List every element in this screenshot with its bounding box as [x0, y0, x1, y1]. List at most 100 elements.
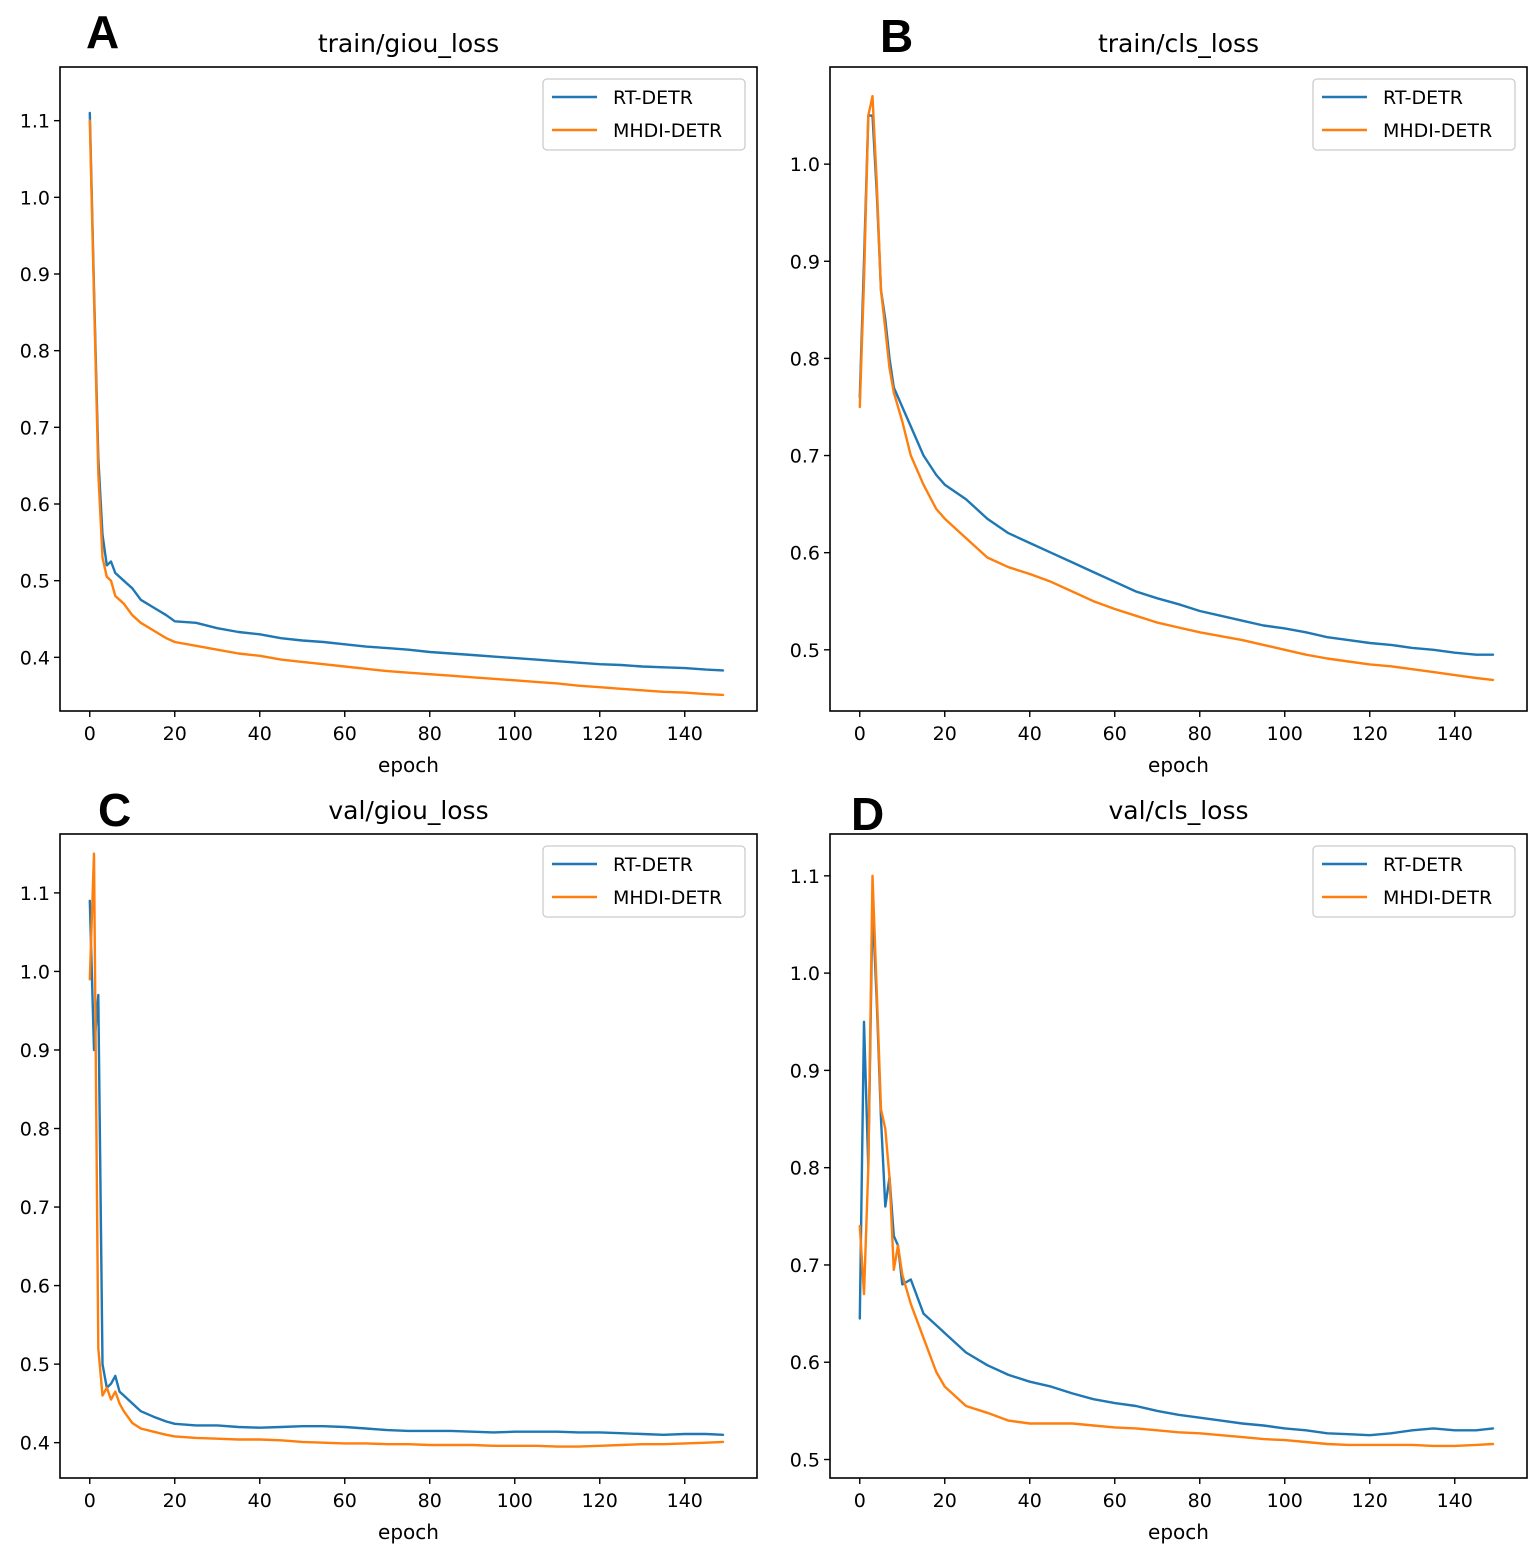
x-tick-label: 20 — [163, 1490, 187, 1512]
x-tick-label: 0 — [84, 723, 96, 745]
y-tick-label: 0.9 — [20, 264, 50, 286]
x-tick-label: 120 — [1352, 723, 1388, 745]
legend-label-mhdi-detr: MHDI-DETR — [613, 120, 722, 142]
x-tick-label: 80 — [1188, 723, 1212, 745]
x-tick-label: 80 — [1188, 1490, 1212, 1512]
y-tick-label: 0.5 — [20, 1354, 50, 1376]
y-tick-label: 0.7 — [790, 446, 820, 468]
x-tick-label: 20 — [163, 723, 187, 745]
x-tick-label: 40 — [1018, 1490, 1042, 1512]
legend: RT-DETR MHDI-DETR — [1312, 78, 1516, 151]
y-tick-label: 0.5 — [20, 571, 50, 593]
plot-frame — [829, 833, 1528, 1479]
plot-frame — [59, 66, 758, 712]
panel-letter: B — [880, 10, 913, 62]
y-tick-label: 0.9 — [790, 1060, 820, 1082]
x-tick-label: 100 — [1267, 1490, 1303, 1512]
x-tick-label: 140 — [667, 723, 703, 745]
x-tick-label: 140 — [667, 1490, 703, 1512]
legend-label-rt-detr: RT-DETR — [1383, 87, 1463, 109]
series-line-mhdi-detr — [858, 874, 1495, 1448]
y-tick-label: 0.4 — [20, 1433, 50, 1455]
x-tick-label: 120 — [582, 1490, 618, 1512]
legend-label-mhdi-detr: MHDI-DETR — [1383, 887, 1492, 909]
chart-title: train/giou_loss — [318, 29, 499, 58]
legend-label-rt-detr: RT-DETR — [613, 854, 693, 876]
legend-label-mhdi-detr: MHDI-DETR — [613, 887, 722, 909]
y-tick-label: 0.9 — [20, 1040, 50, 1062]
y-tick-label: 0.6 — [790, 1352, 820, 1374]
y-tick-label: 0.8 — [790, 1158, 820, 1180]
y-tick-label: 1.0 — [790, 154, 820, 176]
x-tick-label: 0 — [854, 723, 866, 745]
x-tick-label: 60 — [1103, 1490, 1127, 1512]
x-tick-label: 140 — [1437, 1490, 1473, 1512]
legend-label-rt-detr: RT-DETR — [613, 87, 693, 109]
x-axis-label: epoch — [378, 1520, 439, 1544]
y-tick-label: 0.5 — [790, 640, 820, 662]
y-tick-label: 0.7 — [20, 417, 50, 439]
plot-frame — [829, 66, 1528, 712]
series-line-mhdi-detr — [88, 852, 725, 1448]
series-line-mhdi-detr — [858, 94, 1495, 682]
series-line-mhdi-detr — [88, 119, 725, 697]
y-tick-label: 0.6 — [790, 543, 820, 565]
chart-title: val/giou_loss — [328, 796, 488, 825]
y-tick-label: 0.9 — [790, 251, 820, 273]
x-tick-label: 100 — [1267, 723, 1303, 745]
x-tick-label: 120 — [582, 723, 618, 745]
x-tick-label: 40 — [1018, 723, 1042, 745]
series-line-rt-detr — [88, 111, 725, 672]
series-line-rt-detr — [858, 903, 1495, 1437]
x-tick-label: 60 — [333, 723, 357, 745]
y-tick-label: 1.0 — [20, 961, 50, 983]
legend: RT-DETR MHDI-DETR — [542, 78, 746, 151]
y-tick-label: 1.1 — [20, 883, 50, 905]
plot-frame — [59, 833, 758, 1479]
chart-title: val/cls_loss — [1109, 796, 1249, 825]
x-tick-label: 80 — [418, 723, 442, 745]
y-tick-label: 1.1 — [790, 866, 820, 888]
series-line-rt-detr — [858, 114, 1495, 656]
x-tick-label: 20 — [933, 723, 957, 745]
y-tick-label: 0.8 — [20, 1119, 50, 1141]
panel-letter: C — [98, 784, 131, 836]
chart-title: train/cls_loss — [1098, 29, 1259, 58]
panel-letter: A — [86, 6, 119, 58]
panel-letter: D — [851, 788, 884, 840]
x-tick-label: 40 — [248, 1490, 272, 1512]
y-tick-label: 0.5 — [790, 1450, 820, 1472]
x-tick-label: 0 — [84, 1490, 96, 1512]
x-tick-label: 100 — [497, 723, 533, 745]
y-tick-label: 0.8 — [20, 341, 50, 363]
y-tick-label: 0.6 — [20, 1276, 50, 1298]
x-tick-label: 140 — [1437, 723, 1473, 745]
y-tick-label: 0.8 — [790, 348, 820, 370]
x-tick-label: 60 — [1103, 723, 1127, 745]
x-axis-label: epoch — [378, 753, 439, 777]
legend: RT-DETR MHDI-DETR — [542, 845, 746, 918]
x-tick-label: 120 — [1352, 1490, 1388, 1512]
y-tick-label: 1.0 — [790, 963, 820, 985]
y-tick-label: 0.7 — [790, 1255, 820, 1277]
x-tick-label: 100 — [497, 1490, 533, 1512]
y-tick-label: 1.0 — [20, 187, 50, 209]
y-tick-label: 1.1 — [20, 111, 50, 133]
legend-label-rt-detr: RT-DETR — [1383, 854, 1463, 876]
y-tick-label: 0.6 — [20, 494, 50, 516]
series-line-rt-detr — [88, 899, 725, 1436]
x-axis-label: epoch — [1148, 753, 1209, 777]
x-tick-label: 60 — [333, 1490, 357, 1512]
legend-label-mhdi-detr: MHDI-DETR — [1383, 120, 1492, 142]
x-axis-label: epoch — [1148, 1520, 1209, 1544]
legend: RT-DETR MHDI-DETR — [1312, 845, 1516, 918]
y-tick-label: 0.4 — [20, 647, 50, 669]
x-tick-label: 80 — [418, 1490, 442, 1512]
y-tick-label: 0.7 — [20, 1197, 50, 1219]
x-tick-label: 0 — [854, 1490, 866, 1512]
